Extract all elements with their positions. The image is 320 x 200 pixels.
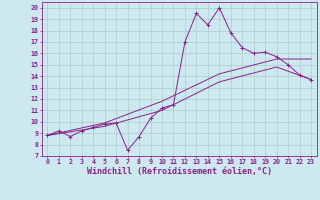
X-axis label: Windchill (Refroidissement éolien,°C): Windchill (Refroidissement éolien,°C) (87, 167, 272, 176)
